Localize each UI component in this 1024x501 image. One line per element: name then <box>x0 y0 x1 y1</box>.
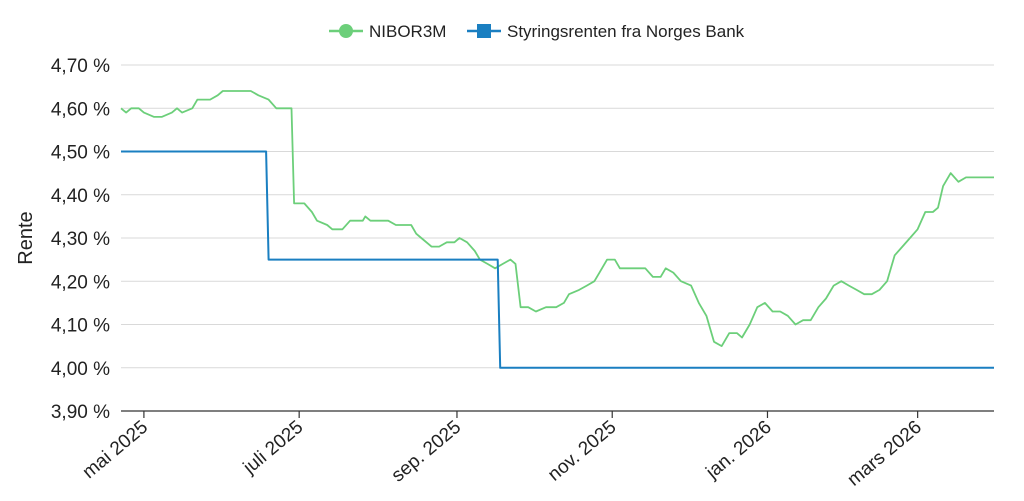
legend-label: NIBOR3M <box>369 22 446 41</box>
y-tick-label: 3,90 % <box>51 402 110 423</box>
y-tick-label: 4,70 % <box>51 56 110 77</box>
series-lines <box>120 90 994 369</box>
y-axis: 3,90 % 4,00 % 4,10 % 4,20 % 4,30 % 4,40 % 4,50… <box>51 56 110 423</box>
x-tick-label: jan. 2026 <box>702 417 776 484</box>
legend: NIBOR3M Styringsrenten fra Norges Bank <box>329 22 745 41</box>
y-tick-label: 4,60 % <box>51 99 110 120</box>
x-tick-label: sep. 2025 <box>388 417 465 487</box>
y-tick-label: 4,10 % <box>51 316 110 337</box>
y-tick-label: 4,30 % <box>51 229 110 250</box>
x-tick-label: juli 2025 <box>239 417 307 479</box>
x-tick-label: mai 2025 <box>79 417 152 483</box>
y-tick-label: 4,50 % <box>51 143 110 164</box>
x-axis: mai 2025 juli 2025 sep. 2025 nov. 2025 jan. … <box>79 411 926 491</box>
series-line-nibor3m <box>120 90 994 347</box>
series-line-styringsrenten <box>121 150 994 369</box>
legend-item[interactable]: Styringsrenten fra Norges Bank <box>467 22 745 41</box>
y-tick-label: 4,40 % <box>51 186 110 207</box>
x-tick-label: nov. 2025 <box>544 417 620 486</box>
y-tick-label: 4,00 % <box>51 359 110 380</box>
gridlines <box>121 64 994 412</box>
legend-label: Styringsrenten fra Norges Bank <box>507 22 745 41</box>
legend-item[interactable]: NIBOR3M <box>329 22 446 41</box>
y-tick-label: 4,20 % <box>51 272 110 293</box>
y-axis-title: Rente <box>15 211 37 264</box>
circle-marker-icon <box>339 24 353 38</box>
square-marker-icon <box>477 24 491 38</box>
x-tick-label: mars 2026 <box>844 417 926 491</box>
